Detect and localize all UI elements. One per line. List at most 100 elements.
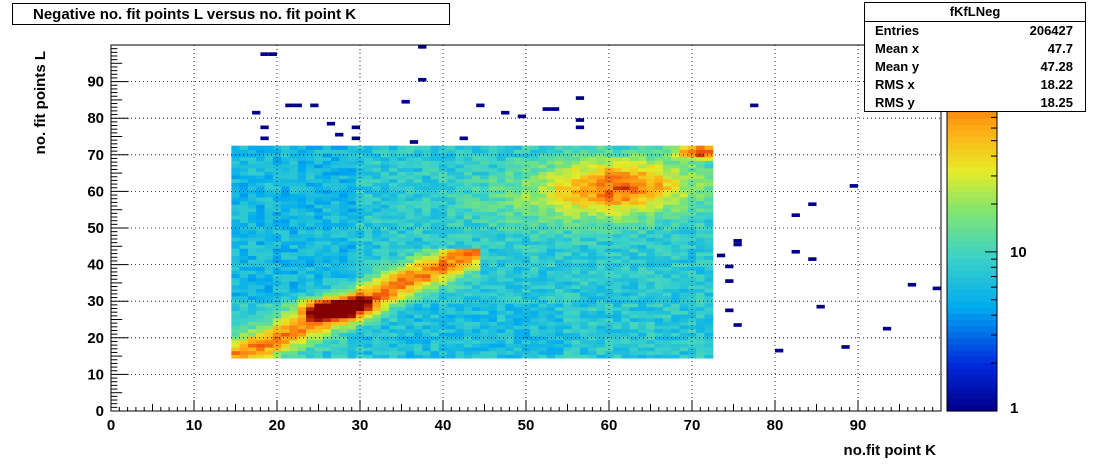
heatmap-cell: [364, 237, 374, 242]
heatmap-cell: [704, 251, 714, 257]
heatmap-cell: [463, 251, 473, 257]
heatmap-cell: [264, 255, 274, 260]
heatmap-cell: [231, 306, 241, 311]
heatmap-cell: [272, 248, 282, 253]
heatmap-cell: [330, 167, 340, 172]
heatmap-cell: [704, 314, 714, 319]
heatmap-cell: [463, 222, 473, 227]
heatmap-cell: [588, 295, 598, 300]
heatmap-cell: [629, 306, 639, 311]
heatmap-cell: [422, 196, 432, 202]
heatmap-cell: [654, 339, 664, 344]
heatmap-cell: [314, 189, 324, 194]
heatmap-cell: [380, 262, 390, 268]
heatmap-cell: [563, 306, 573, 311]
heatmap-cell: [596, 244, 606, 249]
heatmap-cell: [364, 321, 374, 326]
heatmap-cell: [463, 292, 473, 297]
heatmap-cell: [505, 346, 515, 352]
heatmap-cell: [646, 262, 656, 268]
heatmap-cell: [613, 193, 623, 198]
heatmap-cell: [289, 284, 299, 289]
heatmap-cell: [413, 295, 423, 300]
heatmap-cell: [496, 156, 506, 161]
heatmap-cell: [480, 244, 490, 249]
heatmap-cell: [596, 281, 606, 286]
heatmap-cell: [422, 273, 432, 279]
heatmap-cell: [372, 288, 382, 293]
heatmap-cell: [638, 167, 647, 172]
heatmap-cell: [679, 321, 689, 326]
heatmap-cell: [679, 273, 689, 279]
heatmap-cell: [247, 295, 257, 300]
heatmap-cell: [281, 222, 291, 227]
heatmap-cell: [306, 215, 315, 220]
heatmap-cell: [563, 240, 573, 246]
heatmap-cell: [447, 167, 457, 172]
heatmap-cell: [314, 343, 324, 348]
heatmap-cell: [662, 229, 672, 235]
heatmap-cell: [463, 288, 473, 293]
heatmap-cell: [405, 310, 415, 315]
heatmap-cell: [463, 354, 473, 359]
heatmap-cell: [621, 152, 631, 158]
heatmap-cell: [638, 178, 647, 183]
heatmap-cell: [239, 324, 249, 330]
heatmap-cell: [430, 273, 440, 279]
heatmap-cell: [488, 189, 498, 194]
heatmap-cell: [480, 149, 490, 154]
heatmap-cell: [513, 152, 523, 158]
heatmap-cell: [662, 281, 672, 286]
heatmap-cell: [247, 149, 257, 154]
heatmap-cell: [546, 343, 556, 348]
heatmap-cell: [272, 237, 282, 242]
heatmap-cell: [289, 182, 299, 187]
heatmap-cell: [538, 270, 548, 275]
heatmap-cell: [405, 149, 415, 154]
heatmap-cell: [496, 189, 506, 194]
heatmap-cell: [579, 354, 589, 359]
heatmap-cell: [272, 229, 282, 235]
heatmap-cell: [579, 189, 589, 194]
heatmap-cell: [530, 174, 540, 180]
heatmap-cell: [463, 215, 473, 220]
heatmap-cell: [654, 255, 664, 260]
heatmap-cell: [306, 171, 315, 176]
heatmap-cell: [696, 229, 706, 235]
heatmap-cell: [281, 295, 291, 300]
heatmap-cell: [596, 321, 606, 326]
heatmap-cell: [289, 324, 299, 330]
heatmap-cell: [372, 306, 382, 311]
heatmap-cell: [629, 240, 639, 246]
heatmap-cell: [621, 178, 631, 183]
heatmap-cell: [521, 288, 531, 293]
heatmap-cell: [596, 303, 606, 308]
heatmap-cell: [330, 215, 340, 220]
heatmap-cell: [546, 306, 556, 311]
heatmap-cell: [256, 215, 266, 220]
heatmap-cell: [671, 317, 681, 322]
heatmap-cell: [322, 185, 332, 191]
heatmap-cell: [447, 273, 457, 279]
heatmap-cell: [704, 156, 714, 161]
heatmap-cell: [264, 277, 274, 282]
heatmap-cell: [687, 310, 697, 315]
heatmap-cell: [588, 167, 598, 172]
heatmap-cell: [480, 288, 490, 293]
heatmap-cell: [455, 332, 465, 337]
heatmap-cell: [364, 277, 374, 282]
heatmap-cell: [654, 145, 664, 150]
heatmap-cell: [654, 182, 664, 187]
heatmap-cell: [613, 152, 623, 158]
heatmap-cell: [339, 350, 349, 355]
heatmap-cell: [289, 196, 299, 202]
heatmap-cell: [281, 314, 291, 319]
heatmap-cell: [380, 204, 390, 209]
heatmap-cell: [579, 262, 589, 268]
heatmap-cell: [671, 248, 681, 253]
heatmap-cell: [513, 244, 523, 249]
heatmap-cell: [613, 237, 623, 242]
heatmap-cell: [447, 259, 457, 264]
heatmap-cell: [405, 317, 415, 322]
heatmap-cell: [463, 277, 473, 282]
